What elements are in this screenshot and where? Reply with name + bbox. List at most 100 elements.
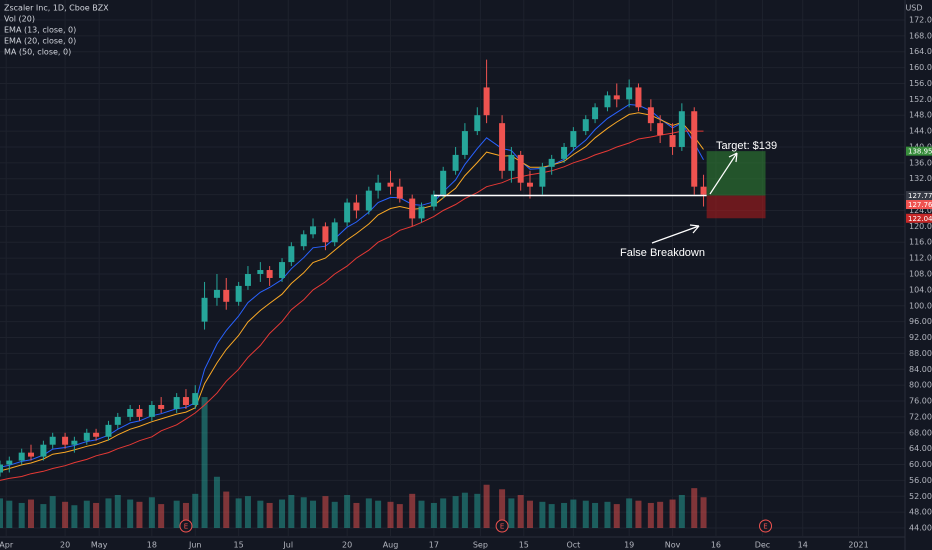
- volume-bar: [18, 502, 25, 528]
- price-tag: [906, 213, 932, 223]
- candle-body: [6, 460, 13, 465]
- volume-bar: [114, 494, 121, 528]
- candle-body: [27, 452, 34, 457]
- breakdown-annotation: False Breakdown: [620, 247, 705, 259]
- candle-body: [700, 186, 707, 195]
- y-tick-label: 48.00: [909, 508, 932, 517]
- earnings-marker: [495, 519, 509, 533]
- candle-body: [691, 111, 698, 187]
- candle-body: [440, 170, 447, 195]
- y-tick-label: 156.00: [909, 79, 932, 88]
- currency: USD: [905, 4, 922, 13]
- candle-body: [0, 464, 3, 473]
- candle-body: [499, 123, 506, 171]
- candle-body: [635, 87, 642, 108]
- candle-body: [604, 95, 611, 108]
- candle-body: [483, 87, 490, 116]
- x-tick-label: 2021: [848, 541, 868, 550]
- y-tick-label: 132.00: [909, 174, 932, 183]
- volume-bar: [201, 397, 208, 528]
- volume-bar: [526, 500, 533, 528]
- x-tick-label: Apr: [0, 541, 14, 550]
- y-tick-label: 104.00: [909, 285, 932, 294]
- target-annotation: Target: $139: [716, 140, 777, 152]
- y-tick-label: 152.00: [909, 95, 932, 104]
- volume-bar: [279, 499, 286, 528]
- volume-bar: [158, 504, 165, 528]
- candle-body: [127, 408, 134, 417]
- x-tick-label: Dec: [755, 541, 770, 550]
- earnings-label: E: [184, 523, 188, 531]
- x-tick-label: 18: [147, 541, 157, 550]
- volume-bar: [182, 502, 189, 528]
- y-tick-label: 148.00: [909, 111, 932, 120]
- volume-bar: [71, 505, 78, 528]
- earnings-marker: [759, 519, 773, 533]
- volume-bar: [409, 493, 416, 528]
- candle-body: [288, 246, 295, 263]
- y-tick-label: 120.00: [909, 222, 932, 231]
- volume-bar: [539, 501, 546, 528]
- volume-bar: [700, 497, 707, 528]
- candle-body: [40, 444, 47, 457]
- candle-body: [344, 202, 351, 223]
- candle-body: [517, 154, 524, 183]
- plot: [0, 59, 773, 533]
- candle-body: [62, 436, 69, 445]
- legend-ema13: EMA (13, close, 0): [4, 26, 76, 35]
- breakdown-arrow: [651, 225, 700, 244]
- candle-body: [173, 397, 180, 409]
- y-tick-label: 160.00: [909, 63, 932, 72]
- price-tag: [906, 200, 932, 210]
- volume-bar: [148, 497, 155, 528]
- volume-bar: [592, 502, 599, 528]
- volume-bar: [499, 489, 506, 528]
- volume-bar: [344, 494, 351, 528]
- volume-bar: [257, 500, 264, 528]
- x-tick-label: Jul: [282, 541, 293, 550]
- volume-bar: [223, 491, 230, 528]
- volume-bar: [387, 501, 394, 528]
- x-tick-label: 19: [624, 541, 634, 550]
- volume-bar: [331, 501, 338, 528]
- volume-bar: [626, 498, 633, 528]
- candle-body: [235, 285, 242, 302]
- x-tick-label: 20: [60, 541, 70, 550]
- volume-bar: [452, 496, 459, 528]
- volume-bar: [40, 504, 47, 528]
- indicator-line: [0, 103, 704, 468]
- volume-bar: [62, 501, 69, 528]
- y-tick-label: 164.00: [909, 47, 932, 56]
- breakdown-arrow-head: [689, 224, 700, 234]
- volume-bar: [669, 499, 676, 528]
- volume-bar: [288, 494, 295, 528]
- volume-bar: [353, 502, 360, 528]
- candle-body: [83, 432, 90, 441]
- candle-body: [114, 416, 121, 425]
- x-tick-label: 14: [798, 541, 808, 550]
- volume-bar: [517, 494, 524, 528]
- candle-body: [539, 166, 546, 187]
- candle-body: [474, 115, 481, 132]
- y-tick-label: 44.00: [909, 524, 932, 533]
- candle-body: [548, 158, 555, 167]
- volume-bar: [635, 500, 642, 528]
- legend-ma50: MA (50, close, 0): [4, 48, 71, 57]
- earnings-marker: [179, 519, 193, 533]
- x-tick-label: Nov: [665, 541, 681, 550]
- candle-body: [592, 107, 599, 120]
- y-tick-label: 144.00: [909, 127, 932, 136]
- volume-bar: [678, 494, 685, 528]
- candle-body: [300, 234, 307, 247]
- y-tick-label: 68.00: [909, 428, 932, 437]
- volume-bar: [657, 501, 664, 528]
- candle-body: [257, 270, 264, 274]
- y-tick-label: 60.00: [909, 460, 932, 469]
- volume-bar: [0, 498, 3, 528]
- volume-bar: [244, 496, 251, 528]
- volume-bar: [691, 488, 698, 528]
- volume-bar: [322, 496, 329, 528]
- x-tick-label: 15: [234, 541, 244, 550]
- volume-bar: [127, 499, 134, 528]
- candle-body: [266, 270, 273, 278]
